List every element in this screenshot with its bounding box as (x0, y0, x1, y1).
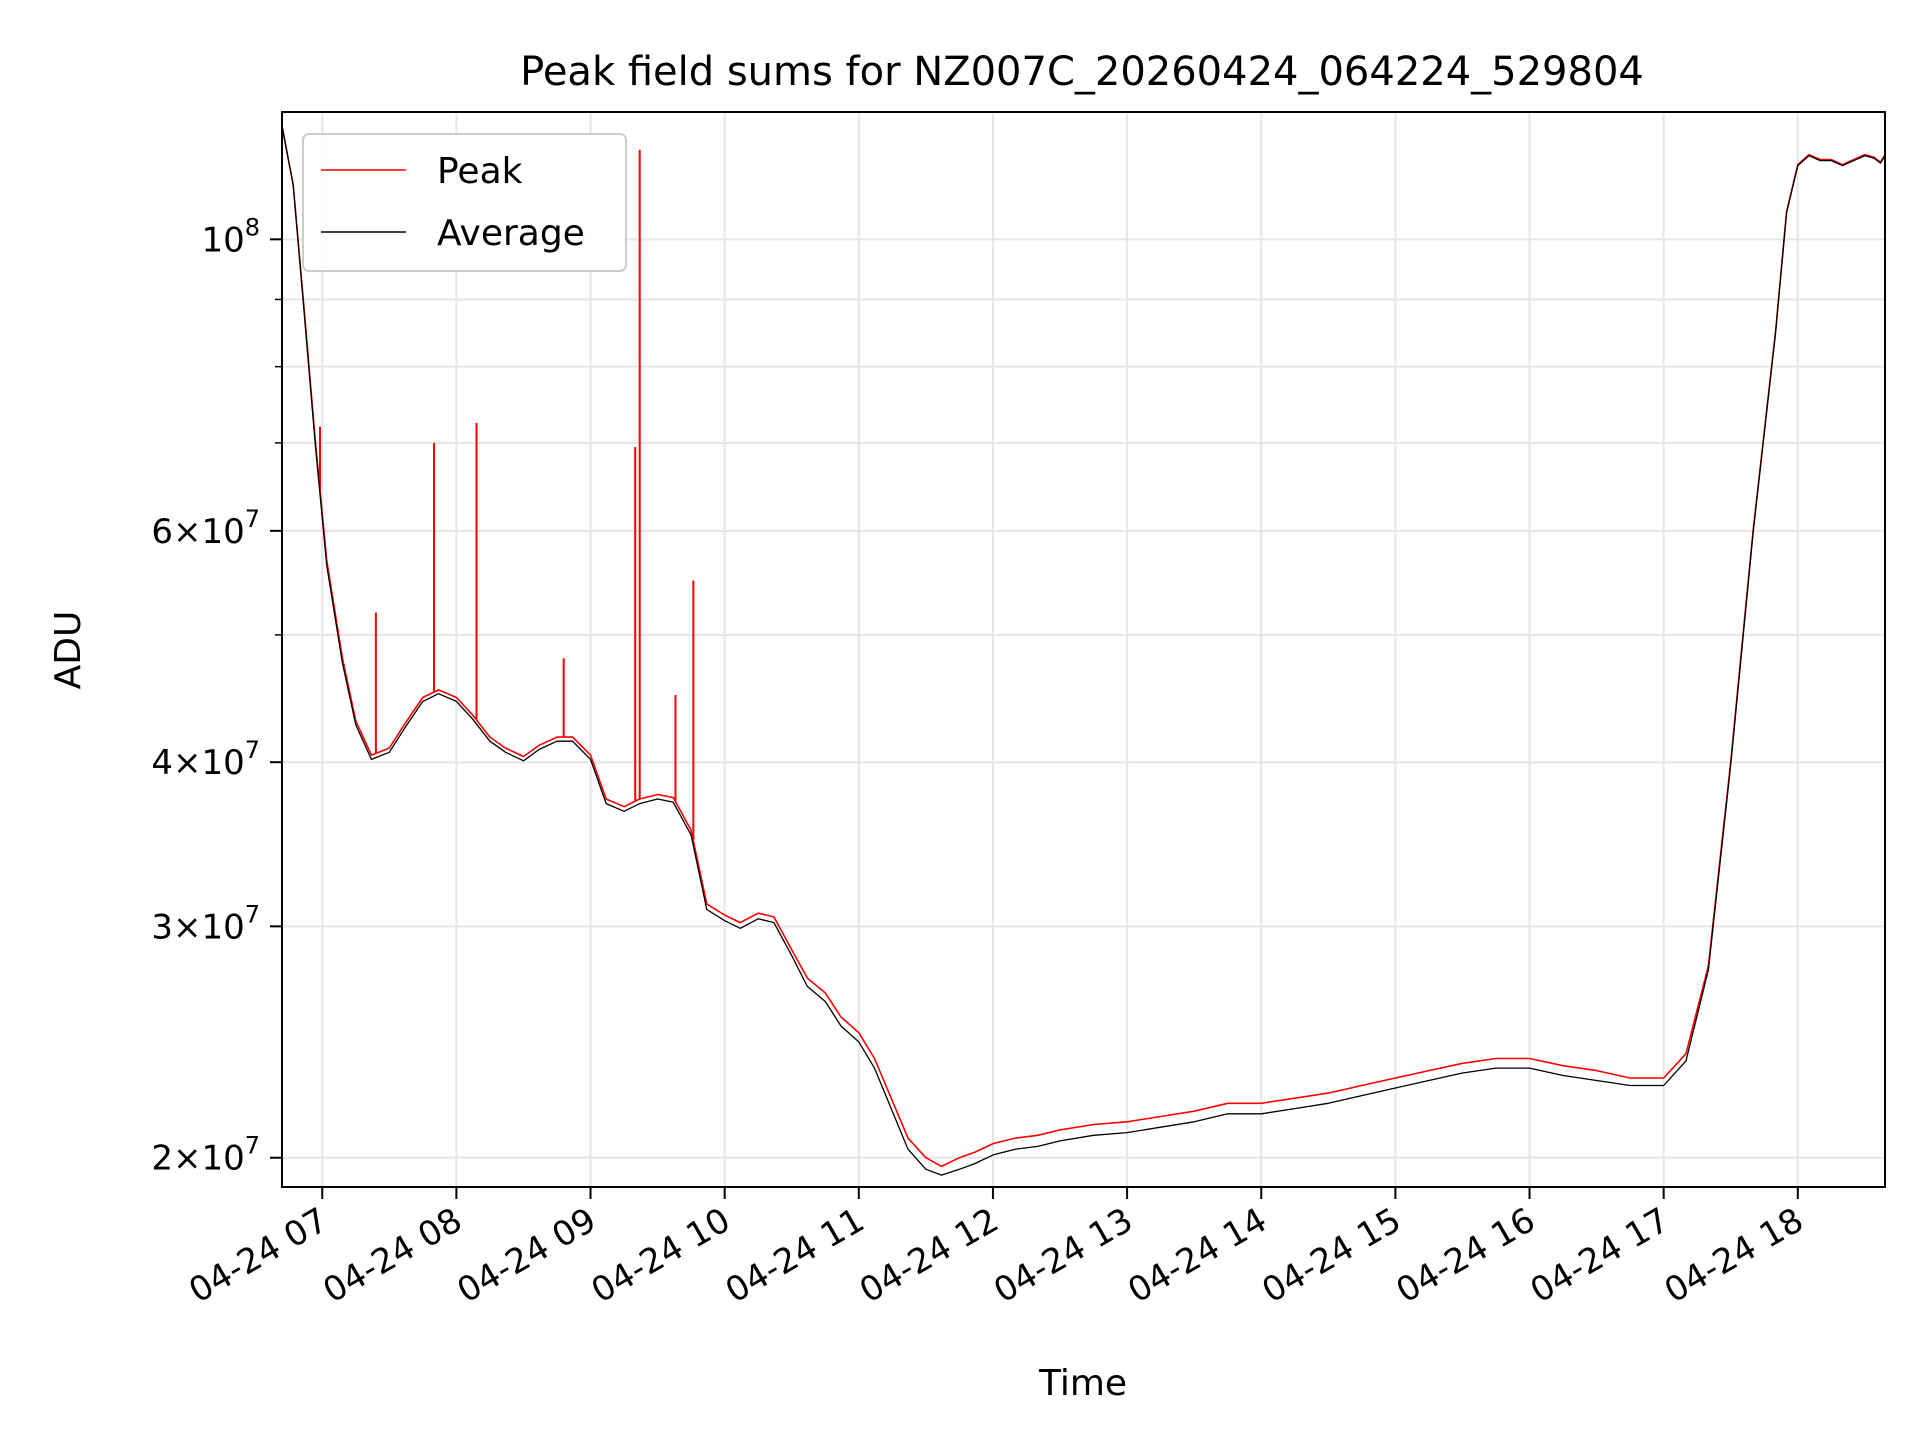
y-axis-label: ADU (48, 611, 89, 690)
legend-average-label: Average (437, 213, 585, 254)
y-tick-label: 6×107 (151, 505, 260, 552)
y-tick-label: 4×107 (151, 736, 260, 783)
series-average-line (282, 125, 1885, 1176)
x-gridlines (321, 112, 1799, 1187)
y-tick-label: 3×107 (151, 900, 260, 947)
legend-peak-label: Peak (437, 151, 523, 192)
plot-frame (281, 111, 1886, 1188)
y-tick-label: 108 (201, 213, 260, 260)
y-tick-label: 2×107 (151, 1132, 260, 1179)
legend-box (302, 133, 627, 272)
peak-spikes (319, 149, 695, 841)
y-axis-ticks: 2×107 3×107 4×107 6×107 108 (151, 213, 282, 1179)
x-axis-label: Time (1038, 1363, 1127, 1404)
legend: Peak Average (302, 133, 627, 272)
chart-title: Peak field sums for NZ007C_20260424_0642… (520, 49, 1644, 95)
